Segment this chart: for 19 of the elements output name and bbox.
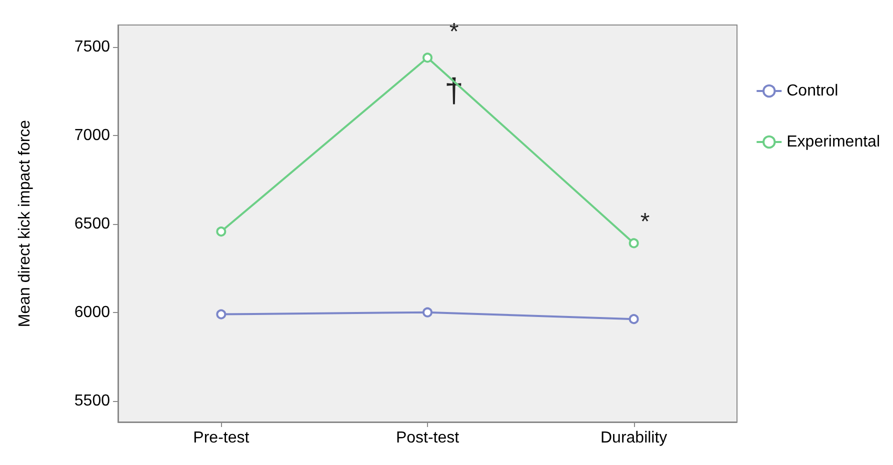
annotation: * [640,208,650,236]
legend-label: Experimental [786,134,880,150]
point [216,309,226,320]
x-tick-label: Post-test [396,430,460,446]
legend-label: Control [786,82,838,100]
annotation: * [449,18,459,46]
point [628,238,639,248]
y-tick-label: 7500 [74,38,110,56]
y-tick-label: 6000 [74,304,110,321]
point [216,226,226,237]
x-tick-label: Durability [600,430,668,446]
y-axis-title: Mean direct kick impact force [16,120,34,328]
y-tick-label: 7000 [74,127,110,144]
point [628,314,639,324]
x-tick-label: Pre-test [193,430,250,446]
y-tick-label: 6500 [74,215,110,232]
y-tick-label: 5500 [74,392,110,410]
point [422,307,432,318]
point [422,52,432,63]
